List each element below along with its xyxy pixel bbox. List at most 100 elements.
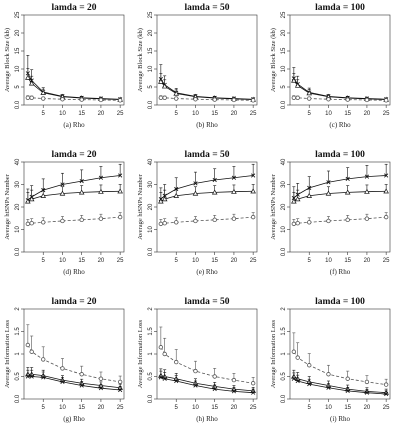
data-point bbox=[98, 376, 104, 381]
x-tick-label: 15 bbox=[78, 111, 85, 117]
data-point bbox=[79, 179, 84, 184]
y-tick-label: 30 bbox=[281, 181, 287, 188]
data-point bbox=[250, 381, 256, 386]
y-tick-label: 10 bbox=[15, 226, 21, 233]
data-point bbox=[212, 374, 217, 379]
data-point bbox=[250, 188, 256, 194]
data-point bbox=[231, 389, 237, 394]
data-point bbox=[231, 97, 237, 103]
data-point bbox=[158, 375, 163, 380]
y-tick-label: 1.5 bbox=[148, 327, 154, 336]
data-point bbox=[251, 173, 256, 178]
x-tick-label: 5 bbox=[42, 405, 46, 411]
series-line bbox=[27, 77, 121, 100]
y-axis-label: Average Information Loss bbox=[270, 319, 277, 388]
data-point bbox=[306, 90, 313, 96]
data-point bbox=[193, 383, 198, 388]
x-tick-label: 20 bbox=[231, 111, 238, 117]
y-tick-label: 20 bbox=[281, 203, 287, 210]
data-point bbox=[250, 98, 256, 103]
x-tick-label: 25 bbox=[383, 111, 390, 117]
data-point bbox=[173, 90, 180, 96]
y-tick-label: 20 bbox=[15, 203, 21, 210]
series-line bbox=[160, 375, 254, 392]
y-tick-label: 0.0 bbox=[281, 247, 287, 256]
y-axis-label: Average Block Size (kb) bbox=[270, 28, 277, 92]
x-tick-label: 10 bbox=[59, 111, 66, 117]
data-point bbox=[307, 382, 312, 387]
data-point bbox=[29, 220, 34, 226]
chart-title: lamda = 50 bbox=[185, 297, 230, 307]
data-point bbox=[59, 190, 66, 196]
y-tick-label: 5 bbox=[148, 85, 154, 89]
panel-caption: (e) Rho bbox=[196, 268, 218, 276]
panel-caption: (g) Rho bbox=[63, 415, 85, 423]
series-circle bbox=[291, 332, 389, 387]
y-tick-label: 15 bbox=[15, 47, 21, 54]
x-tick-label: 25 bbox=[250, 258, 257, 264]
y-tick-label: 30 bbox=[15, 181, 21, 188]
data-point bbox=[117, 379, 123, 385]
x-tick-label: 20 bbox=[364, 405, 371, 411]
series-line bbox=[293, 376, 387, 394]
x-tick-label: 15 bbox=[344, 405, 351, 411]
data-point bbox=[162, 351, 167, 357]
series-x bbox=[25, 369, 123, 393]
series-circle bbox=[25, 95, 123, 103]
y-tick-label: 20 bbox=[148, 29, 154, 36]
x-tick-label: 5 bbox=[308, 405, 312, 411]
data-point bbox=[117, 98, 123, 103]
data-point bbox=[307, 96, 312, 101]
y-tick-label: 1 bbox=[148, 352, 154, 356]
y-tick-label: 10 bbox=[281, 65, 287, 72]
x-tick-label: 15 bbox=[78, 405, 85, 411]
y-tick-label: 0.0 bbox=[281, 100, 287, 109]
data-point bbox=[212, 97, 217, 102]
x-tick-label: 25 bbox=[117, 405, 124, 411]
chart-panel-e: lamda = 50 0.0 10 20 30 40 5 10 15 20 25 Average ht… bbox=[137, 150, 258, 276]
series-circle bbox=[25, 212, 123, 227]
y-axis-label: Average Block Size (kb) bbox=[4, 28, 11, 92]
data-point bbox=[40, 89, 47, 95]
y-tick-label: 5 bbox=[15, 85, 21, 89]
y-tick-label: 1.5 bbox=[281, 327, 287, 336]
data-point bbox=[60, 182, 65, 187]
y-axis-label: Average Block Size (kb) bbox=[137, 28, 144, 92]
x-tick-label: 5 bbox=[42, 258, 46, 264]
y-tick-label: 40 bbox=[15, 158, 21, 165]
data-point bbox=[29, 95, 34, 100]
x-tick-label: 15 bbox=[78, 258, 85, 264]
y-axis-label: Average htSNPs Number bbox=[137, 173, 144, 239]
series-x bbox=[291, 163, 389, 201]
y-tick-label: 0.0 bbox=[15, 394, 21, 403]
panel-caption: (i) Rho bbox=[330, 415, 351, 423]
data-point bbox=[295, 355, 300, 360]
panel-caption: (a) Rho bbox=[63, 121, 85, 129]
data-point bbox=[364, 390, 370, 395]
data-point bbox=[291, 221, 297, 227]
data-point bbox=[79, 372, 84, 377]
data-point bbox=[326, 180, 331, 185]
data-point bbox=[174, 96, 179, 101]
data-point bbox=[212, 387, 217, 392]
y-tick-label: 10 bbox=[148, 226, 154, 233]
series-triangle bbox=[291, 184, 389, 204]
series-x bbox=[158, 370, 256, 395]
data-point bbox=[25, 374, 30, 379]
x-tick-label: 10 bbox=[59, 258, 66, 264]
data-point bbox=[364, 379, 370, 385]
x-tick-label: 10 bbox=[325, 111, 332, 117]
y-tick-label: 2 bbox=[148, 307, 154, 311]
data-point bbox=[98, 216, 104, 221]
y-axis-label: Average Information Loss bbox=[4, 319, 11, 388]
y-tick-label: 25 bbox=[15, 11, 21, 18]
plot-frame bbox=[23, 161, 125, 253]
data-point bbox=[161, 196, 168, 202]
x-tick-label: 10 bbox=[192, 405, 199, 411]
data-point bbox=[29, 349, 34, 354]
data-point bbox=[345, 388, 350, 393]
data-point bbox=[41, 357, 46, 362]
data-point bbox=[295, 378, 300, 384]
plot-frame bbox=[289, 161, 391, 253]
